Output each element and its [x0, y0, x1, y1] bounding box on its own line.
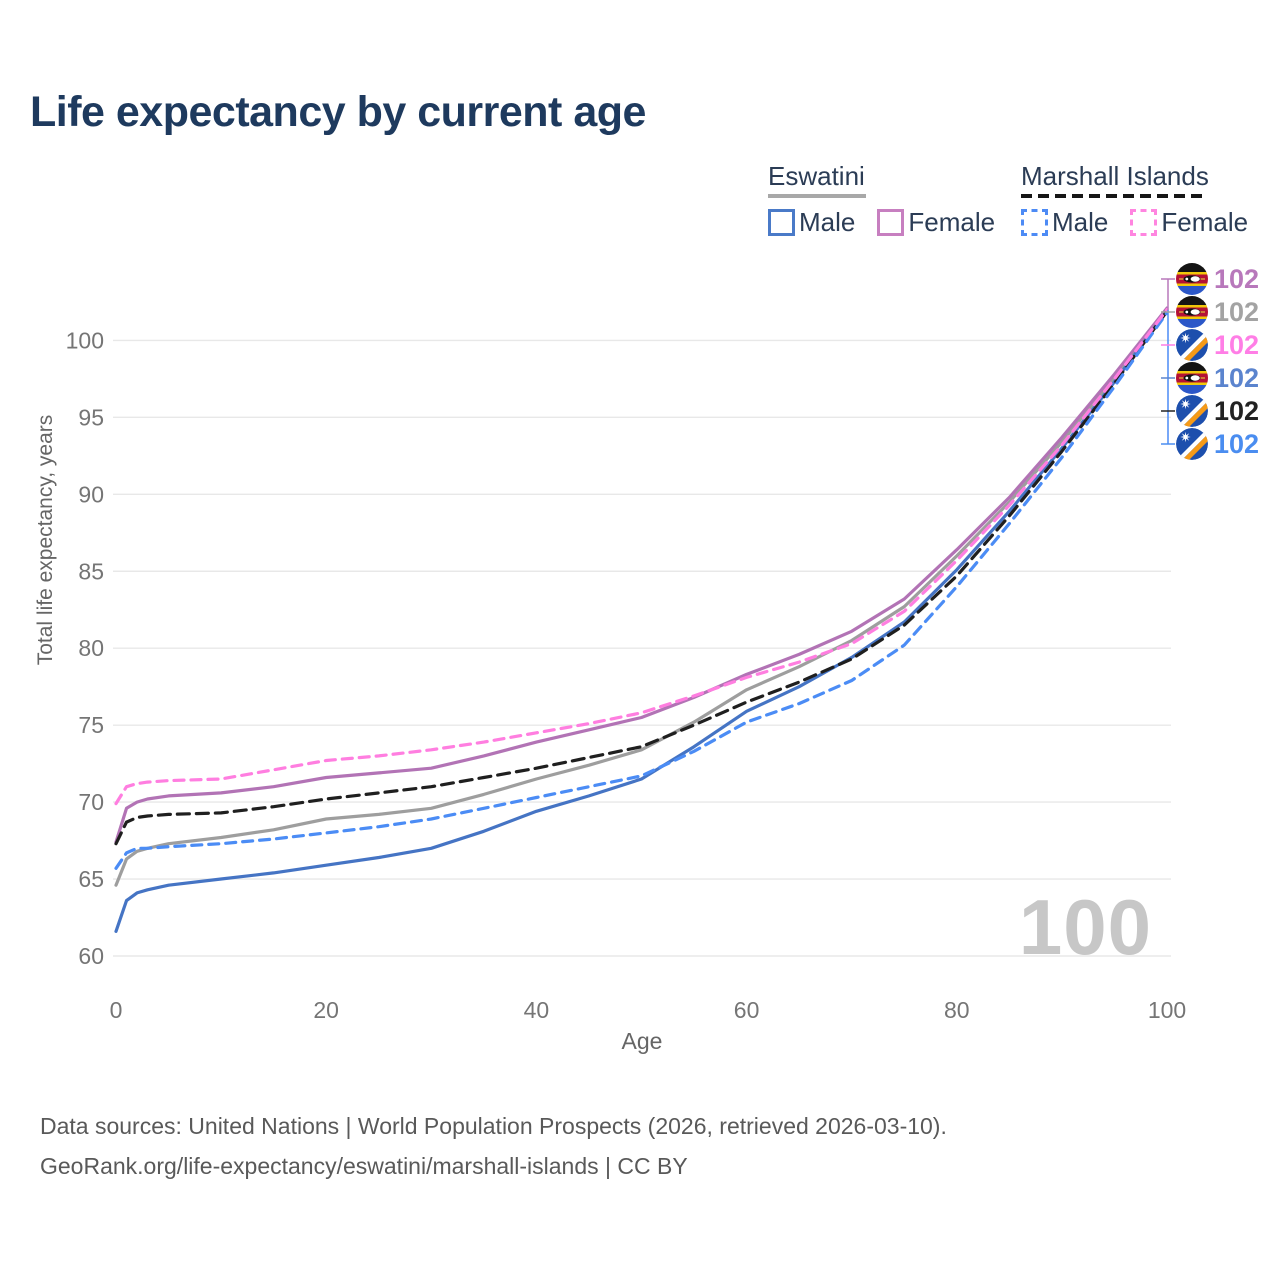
flag-shield-white [1190, 309, 1200, 315]
flag-band [1176, 296, 1208, 305]
flag-band [1176, 316, 1208, 319]
marshall-islands-flag-icon [1176, 329, 1208, 361]
legend-item-marshall-islands-male[interactable]: Male [1021, 207, 1108, 238]
legend-item-marshall-islands-female[interactable]: Female [1130, 207, 1248, 238]
flag-band [1176, 319, 1208, 328]
flag-shield-dot [1185, 376, 1189, 380]
flag-band [1176, 371, 1208, 374]
flag-white-ray [1176, 428, 1208, 460]
end-value-label: 102 [1214, 429, 1259, 459]
series-line-eswatini-male [114, 309, 1169, 934]
end-value-label: 102 [1214, 363, 1259, 393]
flag-band [1176, 286, 1208, 295]
legend-checkbox-eswatini-female[interactable] [877, 209, 905, 236]
legend-underline-dashed [1021, 194, 1205, 198]
legend-group-marshall-islands: Marshall Islands Male Female [1021, 162, 1248, 238]
legend-underline-solid [768, 194, 866, 198]
flag-band [1176, 382, 1208, 385]
end-value-label: 102 [1214, 396, 1259, 426]
x-tick-label: 0 [110, 997, 123, 1023]
series-line-marshall-islands-male [114, 311, 1169, 870]
eswatini-flag-icon [1176, 296, 1208, 328]
x-tick-label: 40 [524, 997, 550, 1023]
x-axis-title: Age [621, 1028, 663, 1054]
legend-country-eswatini: Eswatini [768, 161, 865, 191]
flag-band [1176, 385, 1208, 394]
legend-checkbox-marshall-islands-male[interactable] [1021, 209, 1048, 236]
x-tick-label: 60 [734, 997, 760, 1023]
flag-white-ray [1176, 329, 1208, 361]
flag-shield-white [1190, 276, 1200, 282]
flag-white-ray [1176, 395, 1208, 427]
flag-shield-dot [1185, 277, 1189, 281]
legend-item-eswatini-male[interactable]: Male [768, 207, 855, 238]
end-value-label: 102 [1214, 330, 1259, 360]
series-line-eswatini-total [114, 308, 1169, 887]
end-value-label: 102 [1214, 264, 1259, 294]
flag-shield-white [1190, 375, 1200, 381]
y-tick-label: 60 [78, 943, 104, 969]
y-tick-label: 90 [78, 481, 104, 507]
y-tick-label: 75 [78, 712, 104, 738]
y-axis-title: Total life expectancy, years [34, 414, 57, 666]
flag-band [1176, 305, 1208, 308]
y-tick-label: 65 [78, 866, 104, 892]
footer-attribution: GeoRank.org/life-expectancy/eswatini/mar… [40, 1153, 688, 1179]
y-tick-label: 70 [78, 789, 104, 815]
y-tick-label: 95 [78, 404, 104, 430]
flag-orange-ray [1182, 335, 1208, 361]
flag-orange-ray [1182, 434, 1208, 460]
legend-group-eswatini: Eswatini Male Female [768, 162, 995, 238]
y-tick-label: 100 [66, 327, 104, 353]
flag-band [1176, 272, 1208, 275]
legend-label-marshall-islands-female: Female [1161, 207, 1249, 237]
legend-label-eswatini-female: Female [908, 207, 996, 237]
page-title: Life expectancy by current age [30, 88, 646, 136]
flag-band [1176, 362, 1208, 371]
marshall-islands-flag-icon [1176, 428, 1208, 460]
eswatini-flag-icon [1176, 263, 1208, 295]
flag-orange-ray [1182, 401, 1208, 427]
x-tick-label: 100 [1148, 997, 1186, 1023]
marshall-islands-flag-icon [1176, 395, 1208, 427]
legend-checkbox-marshall-islands-female[interactable] [1130, 209, 1158, 236]
y-tick-label: 85 [78, 558, 104, 584]
footer-data-sources: Data sources: United Nations | World Pop… [40, 1113, 947, 1139]
flag-shield-dot [1185, 310, 1189, 314]
age-counter-watermark: 100 [1018, 883, 1152, 971]
flag-band [1176, 263, 1208, 272]
x-tick-label: 80 [944, 997, 970, 1023]
star-glyph [1180, 332, 1191, 344]
series-line-marshall-islands-female [114, 308, 1169, 806]
legend-label-eswatini-male: Male [799, 207, 856, 237]
legend-country-marshall-islands: Marshall Islands [1021, 161, 1209, 191]
end-value-label: 102 [1214, 297, 1259, 327]
y-tick-label: 80 [78, 635, 104, 661]
star-glyph [1180, 398, 1191, 410]
series-line-eswatini-female [114, 306, 1169, 844]
legend-label-marshall-islands-male: Male [1052, 207, 1109, 237]
legend-checkbox-eswatini-male[interactable] [768, 209, 795, 236]
flag-band [1176, 283, 1208, 286]
footer: Data sources: United Nations | World Pop… [40, 1106, 947, 1186]
eswatini-flag-icon [1176, 362, 1208, 394]
x-tick-label: 20 [313, 997, 339, 1023]
legend-item-eswatini-female[interactable]: Female [877, 207, 995, 238]
star-glyph [1180, 431, 1191, 443]
series-line-marshall-islands-total [114, 309, 1169, 846]
